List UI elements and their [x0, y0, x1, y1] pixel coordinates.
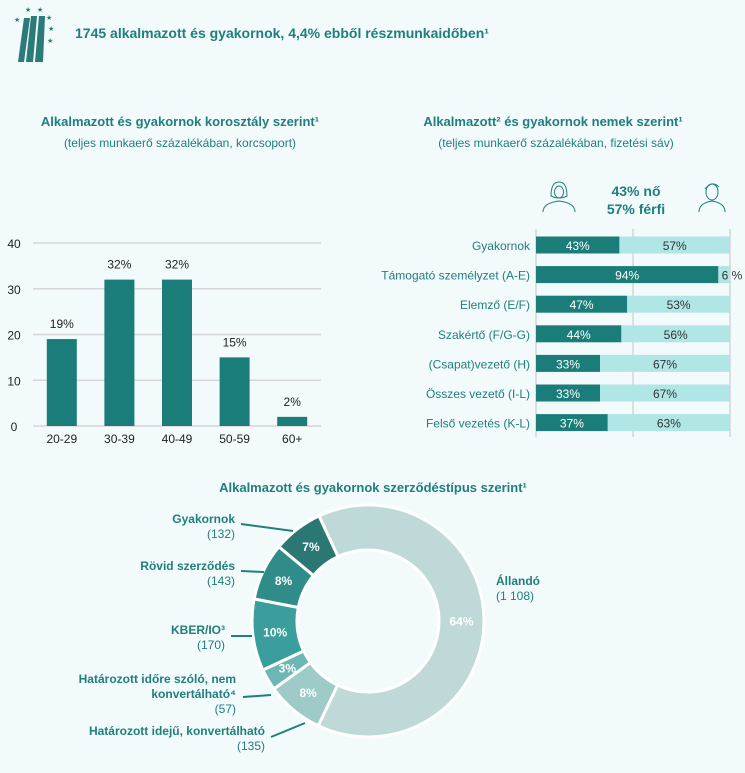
slice-percent-label: 8%	[275, 574, 293, 588]
slice-percent-label: 10%	[263, 625, 287, 639]
count-hat-konv: (135)	[237, 739, 265, 753]
page-title: 1745 alkalmazott és gyakornok, 4,4% ebbő…	[75, 25, 489, 41]
label-hat-nem-konv: Határozott időre szóló, nem	[79, 672, 236, 686]
slice-percent-label: 3%	[279, 661, 297, 675]
bar-data-label: 32%	[107, 258, 131, 272]
x-tick-label: 40-49	[162, 432, 193, 446]
label-hat-nem-konv-2: konvertálható⁴	[151, 687, 236, 701]
label-hat-konv: Határozott idejű, konvertálható	[89, 724, 265, 738]
svg-text:★: ★	[46, 14, 52, 22]
svg-text:★: ★	[48, 25, 54, 33]
bar	[46, 339, 77, 426]
category-label: Szakértő (F/G-G)	[438, 328, 530, 342]
gender-summary-male: 57% férfi	[607, 201, 665, 217]
bar	[277, 416, 308, 426]
slice-percent-label: 7%	[302, 540, 320, 554]
svg-text:★: ★	[47, 37, 53, 45]
gender-summary-female: 43% nő	[611, 183, 660, 199]
leader-lines	[231, 523, 306, 738]
male-bar	[607, 414, 730, 432]
male-bar	[600, 384, 730, 402]
logo-icon: ★ ★ ★ ★ ★ ★	[14, 6, 54, 62]
label-rovid: Rövid szerződés	[140, 559, 235, 573]
male-value-label: 57%	[663, 239, 687, 253]
contract-chart-title: Alkalmazott és gyakornok szerződéstípus …	[219, 480, 527, 495]
female-bar	[536, 236, 620, 254]
age-chart-subtitle: (teljes munkaerő százalékában, korcsopor…	[64, 136, 296, 150]
category-label: Támogató személyzet (A-E)	[381, 269, 530, 283]
male-value-label: 63%	[657, 417, 681, 431]
contract-donut-chart: 64%8%3%10%8%7%	[250, 503, 486, 739]
x-tick-label: 20-29	[46, 432, 77, 446]
male-bar	[600, 354, 730, 372]
count-hat-nem-konv: (57)	[215, 702, 236, 716]
woman-icon	[542, 181, 576, 213]
male-value-label: 6 %	[722, 269, 743, 283]
slice-percent-label: 64%	[449, 614, 473, 628]
svg-text:★: ★	[37, 6, 43, 14]
x-tick-label: 30-39	[104, 432, 135, 446]
bar	[219, 357, 250, 426]
y-tick-label: 20	[7, 329, 21, 343]
female-bar	[536, 295, 628, 313]
male-value-label: 67%	[653, 387, 677, 401]
svg-text:★: ★	[14, 16, 20, 24]
category-label: Összes vezető (I-L)	[426, 387, 530, 401]
svg-text:★: ★	[25, 6, 31, 14]
female-value-label: 33%	[556, 387, 580, 401]
female-value-label: 44%	[567, 328, 591, 342]
male-bar	[718, 266, 730, 284]
female-bar	[536, 384, 601, 402]
age-chart-title: Alkalmazott és gyakornok korosztály szer…	[41, 114, 319, 129]
female-value-label: 37%	[560, 417, 584, 431]
label-gyakornok: Gyakornok	[172, 512, 235, 526]
y-tick-label: 40	[7, 237, 21, 251]
female-bar	[536, 414, 608, 432]
category-label: (Csapat)vezető (H)	[429, 357, 530, 371]
male-value-label: 67%	[653, 357, 677, 371]
gender-bar-chart: 43% 57% Gyakornok 94% 6 % Támogató személyzet…	[381, 229, 743, 437]
y-tick-label: 10	[7, 374, 21, 388]
female-bar	[536, 266, 719, 284]
gender-chart-subtitle: (teljes munkaerő százalékában, fizetési …	[438, 136, 673, 150]
female-value-label: 94%	[615, 269, 639, 283]
count-kber: (170)	[197, 638, 225, 652]
bar	[104, 279, 135, 426]
male-bar	[621, 325, 730, 343]
category-label: Elemző (E/F)	[460, 298, 530, 312]
x-tick-label: 50-59	[219, 432, 250, 446]
bar-data-label: 2%	[284, 395, 302, 409]
bar	[162, 279, 192, 426]
category-label: Felső vezetés (K-L)	[426, 417, 530, 431]
count-gyakornok: (132)	[207, 527, 235, 541]
age-bar-chart: 0 10 20 30 40 19% 20-29 32% 30-39 32% 40-49 15% 50-5…	[7, 237, 321, 446]
female-bar	[536, 325, 622, 343]
donut-slice	[316, 503, 486, 739]
male-value-label: 53%	[667, 298, 691, 312]
gender-chart-title: Alkalmazott² és gyakornok nemek szerint¹	[423, 114, 682, 129]
male-value-label: 56%	[664, 328, 688, 342]
y-tick-label: 30	[7, 283, 21, 297]
x-tick-label: 60+	[282, 432, 302, 446]
bar-data-label: 19%	[50, 317, 74, 331]
count-rovid: (143)	[207, 574, 235, 588]
slice-percent-label: 8%	[299, 686, 317, 700]
category-label: Gyakornok	[472, 239, 531, 253]
female-value-label: 33%	[556, 357, 580, 371]
contract-legend-labels: Gyakornok (132) Rövid szerződés (143) KB…	[79, 512, 540, 753]
bar-data-label: 32%	[165, 258, 189, 272]
female-bar	[536, 354, 601, 372]
donut-slice	[276, 513, 340, 578]
bar-data-label: 15%	[223, 335, 247, 349]
female-value-label: 47%	[570, 298, 594, 312]
label-allando: Állandó	[496, 573, 540, 588]
y-tick-label: 0	[11, 420, 18, 434]
male-bar	[619, 236, 730, 254]
man-icon	[698, 183, 726, 213]
male-bar	[627, 295, 730, 313]
female-value-label: 43%	[566, 239, 590, 253]
label-kber: KBER/IO³	[171, 623, 225, 637]
count-allando: (1 108)	[496, 589, 534, 603]
